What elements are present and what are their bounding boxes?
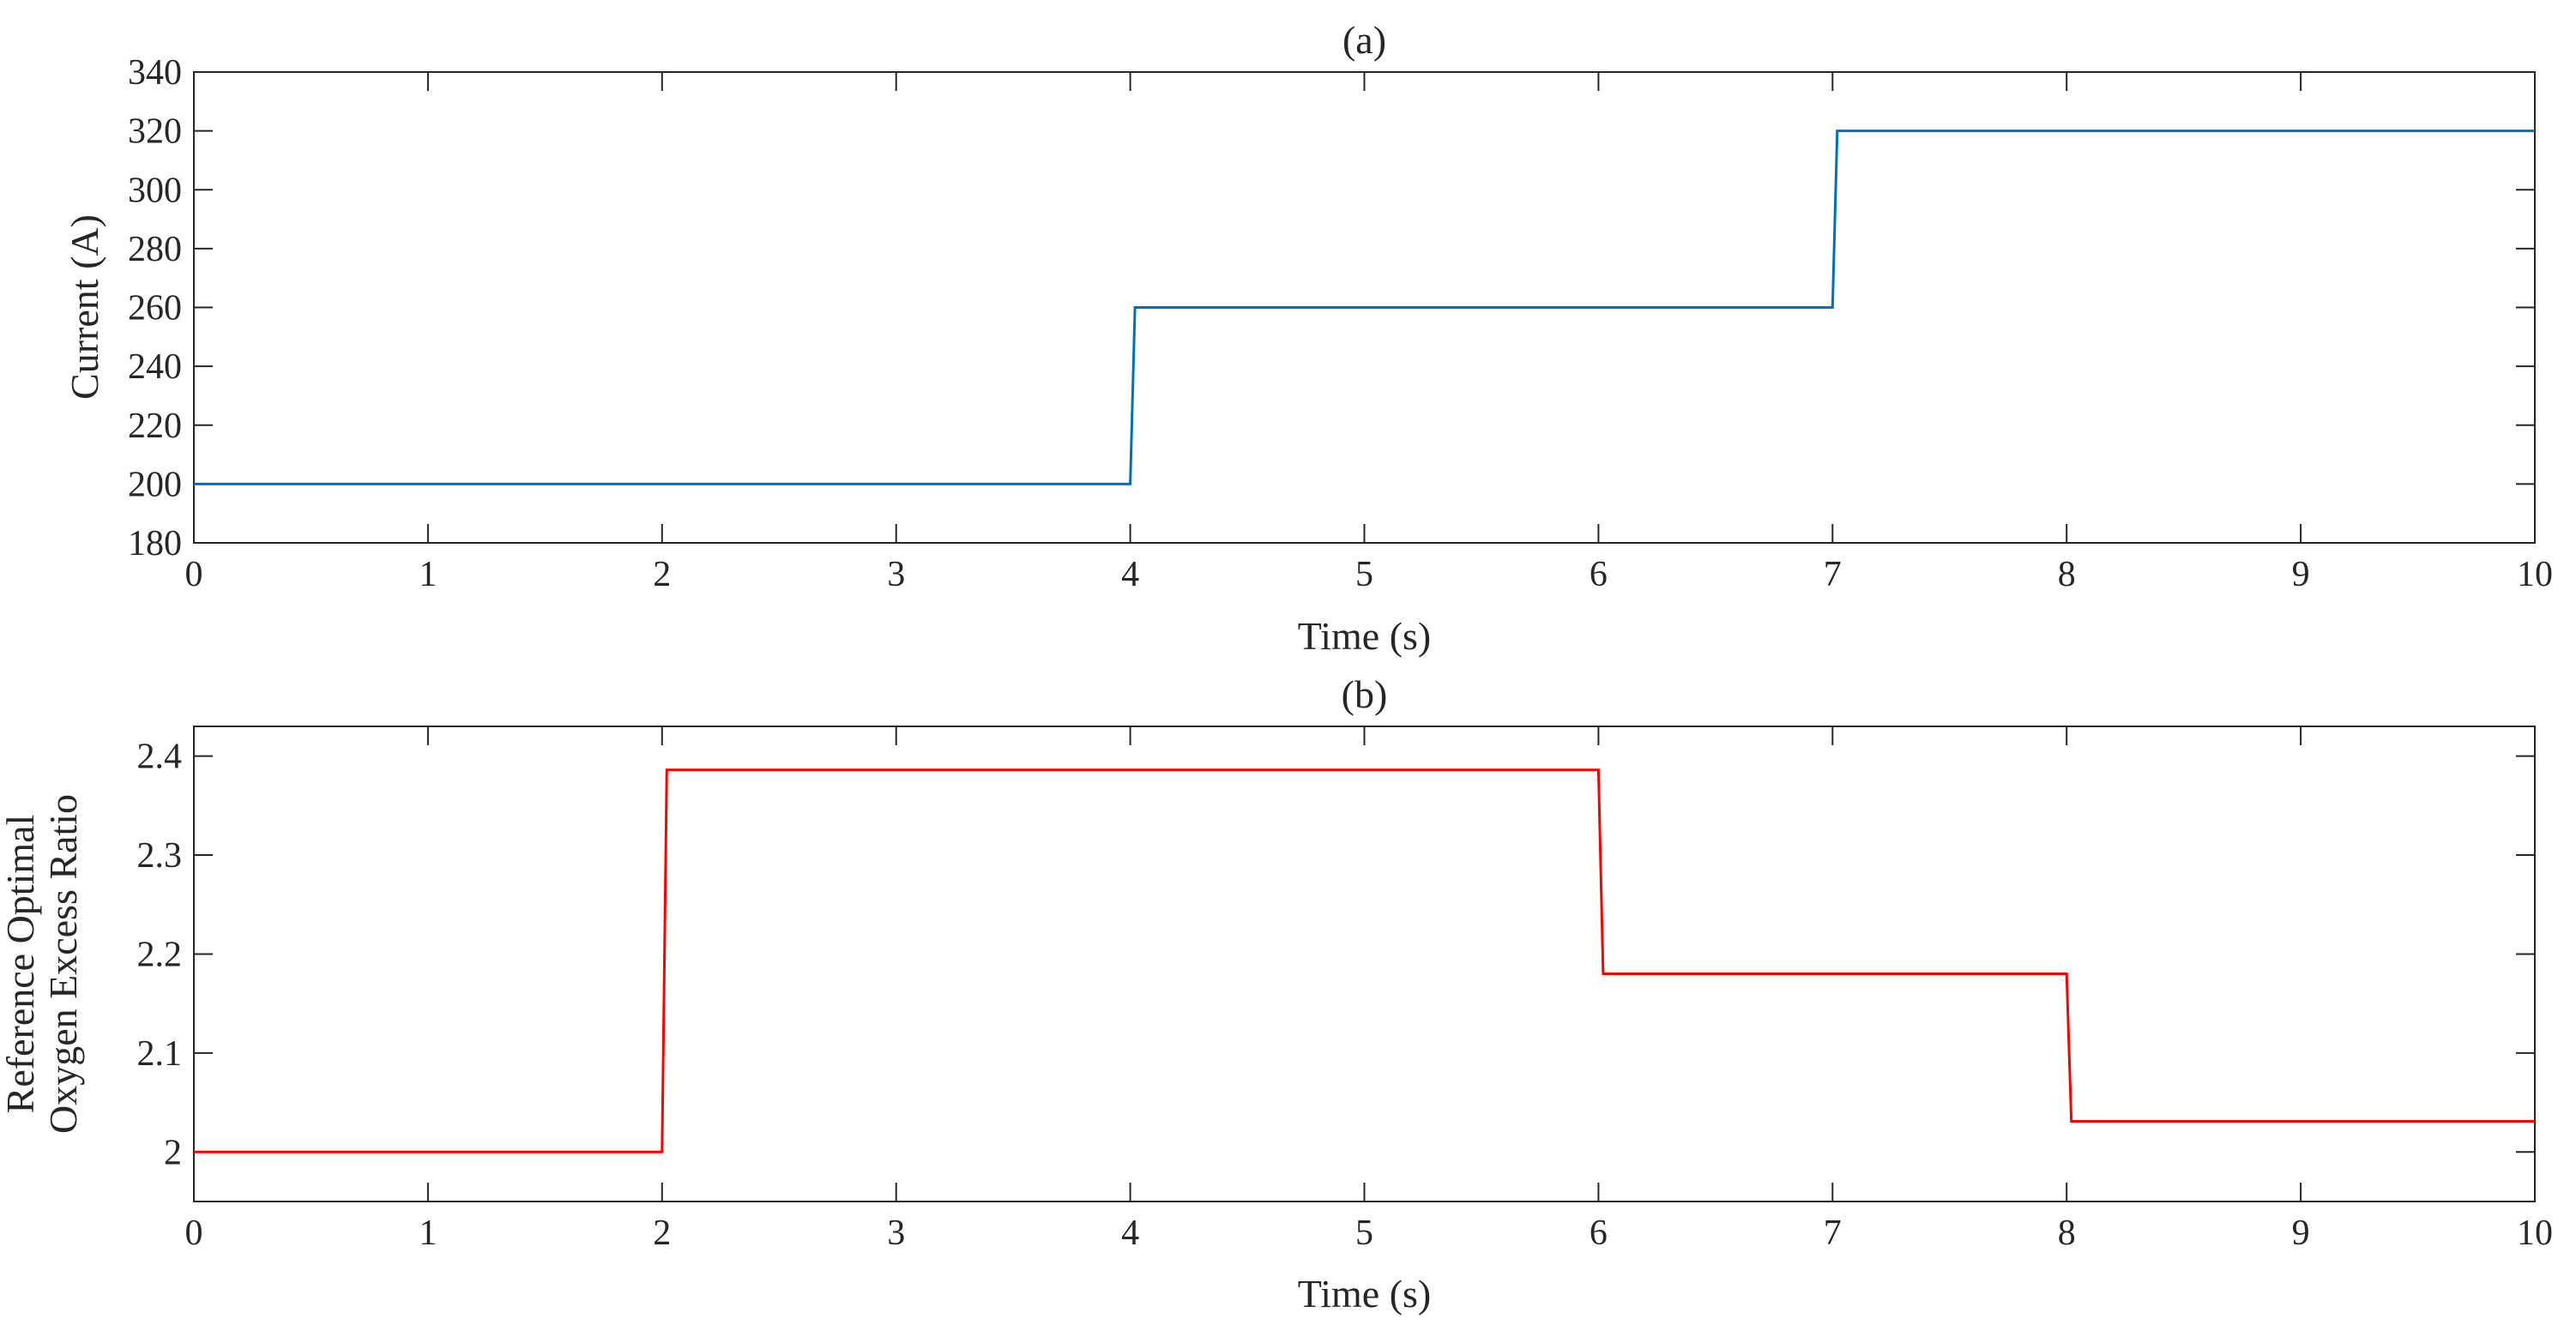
panel-a: 0 1 2 3 4 5 6 7 8 9 10 180 200 220 240 260 280 300 320 340 (… xyxy=(63,18,2553,658)
panel-b: 0 1 2 3 4 5 6 7 8 9 10 2 2.1 2.2 2.3 2.4 (b) Time (s) Refe… xyxy=(0,672,2553,1316)
y-tick-label: 240 xyxy=(128,347,182,387)
y-tick-label: 2.1 xyxy=(137,1034,183,1074)
x-tick-label: 7 xyxy=(1824,555,1842,594)
series-line xyxy=(194,768,2535,1153)
y-axis-label-line: Current (A) xyxy=(63,214,106,400)
x-tick-label: 10 xyxy=(2517,555,2553,594)
x-tick-label: 8 xyxy=(2058,1214,2076,1253)
y-axis-label: Current (A) xyxy=(63,214,106,400)
y-tick-label: 180 xyxy=(128,524,182,563)
x-tick-label: 3 xyxy=(887,1214,905,1253)
y-axis-label-line: Oxygen Excess Ratio xyxy=(41,794,85,1134)
x-tick-label: 7 xyxy=(1824,1214,1842,1253)
x-tick-label: 2 xyxy=(653,1214,671,1253)
x-tick-label: 8 xyxy=(2058,555,2076,594)
panel-title: (a) xyxy=(1342,18,1386,62)
y-tick-label: 300 xyxy=(128,171,182,210)
x-tick-label: 5 xyxy=(1355,1214,1373,1253)
x-tick-label: 9 xyxy=(2292,1214,2310,1253)
y-tick-label: 2.4 xyxy=(137,738,183,777)
x-tick-label: 9 xyxy=(2292,555,2310,594)
panel-title: (b) xyxy=(1342,672,1388,716)
x-tick-label: 1 xyxy=(419,1214,437,1253)
y-tick-label: 340 xyxy=(128,53,182,93)
y-axis-label: Reference OptimalOxygen Excess Ratio xyxy=(0,794,85,1134)
y-tick-label: 280 xyxy=(128,230,182,269)
series-line xyxy=(194,129,2535,485)
y-tick-label: 220 xyxy=(128,407,182,446)
x-tick-label: 5 xyxy=(1355,555,1373,594)
x-tick-label: 6 xyxy=(1590,555,1608,594)
x-tick-label: 10 xyxy=(2517,1214,2553,1253)
x-tick-label: 2 xyxy=(653,555,671,594)
x-tick-label: 0 xyxy=(185,1214,203,1253)
y-tick-label: 260 xyxy=(128,289,182,328)
x-axis-label: Time (s) xyxy=(1298,1272,1432,1316)
y-tick-label: 320 xyxy=(128,112,182,152)
x-tick-label: 1 xyxy=(419,555,437,594)
x-tick-label: 4 xyxy=(1121,1214,1139,1253)
x-tick-label: 4 xyxy=(1121,555,1139,594)
y-tick-label: 2.3 xyxy=(137,836,183,876)
x-tick-label: 3 xyxy=(887,555,905,594)
y-tick-label: 2.2 xyxy=(137,935,183,974)
x-axis-label: Time (s) xyxy=(1298,614,1432,658)
x-tick-label: 0 xyxy=(185,555,203,594)
y-tick-label: 2 xyxy=(164,1133,182,1172)
y-axis-label-line: Reference Optimal xyxy=(0,815,42,1114)
x-tick-label: 6 xyxy=(1590,1214,1608,1253)
y-tick-label: 200 xyxy=(128,465,182,504)
axes-frame xyxy=(193,726,2536,1202)
